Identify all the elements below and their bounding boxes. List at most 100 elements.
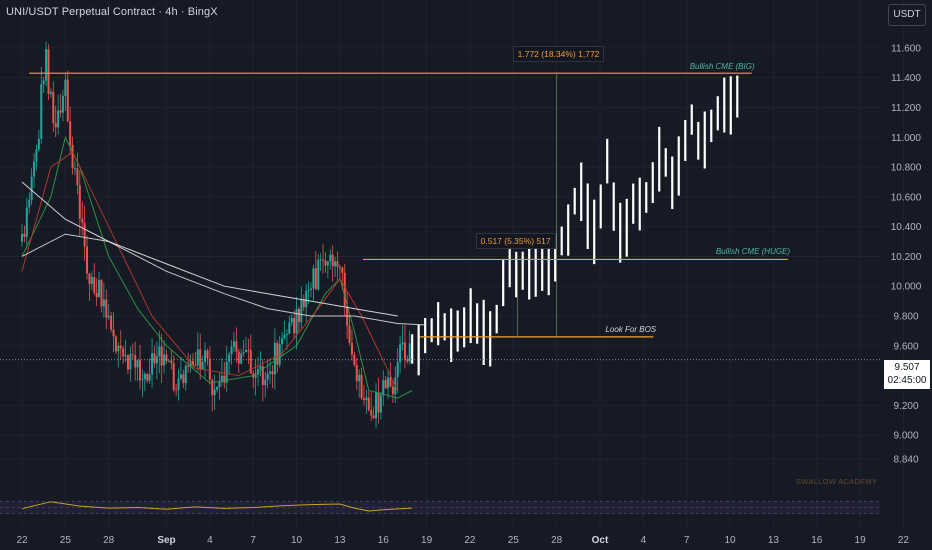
candle — [302, 299, 305, 308]
y-tick-label: 10.800 — [891, 163, 922, 174]
candle — [261, 366, 264, 386]
candle — [112, 329, 115, 337]
candle — [208, 358, 211, 380]
candle — [403, 342, 406, 360]
watermark-text: SWALLOW ACADEMY — [796, 477, 878, 486]
candle — [391, 386, 394, 395]
candle — [317, 260, 320, 290]
candle — [114, 336, 117, 352]
last-price-tag: 9.507 02:45:00 — [884, 360, 930, 389]
candle — [93, 277, 96, 293]
rsi-line — [21, 501, 413, 512]
y-tick-label: 11.600 — [891, 43, 921, 54]
candle — [98, 279, 101, 298]
x-tick-label: 7 — [684, 535, 690, 546]
candle — [264, 379, 267, 386]
candle — [269, 371, 272, 374]
candle — [42, 80, 45, 85]
bullish-cme-big-label: Bullish CME (BIG) — [689, 62, 755, 72]
candle — [35, 149, 38, 162]
currency-button[interactable]: USDT — [888, 4, 926, 26]
candle — [206, 350, 209, 359]
candle — [146, 373, 149, 381]
x-tick-label: 10 — [724, 535, 736, 546]
candle — [76, 168, 79, 186]
candle — [223, 375, 226, 383]
y-tick-label: 8.840 — [893, 455, 918, 466]
candle — [266, 373, 269, 380]
candle — [52, 91, 55, 123]
candle — [387, 377, 390, 389]
candle — [139, 360, 142, 381]
candle — [358, 374, 361, 382]
x-tick-label: 22 — [898, 535, 910, 546]
symbol-title: UNI/USDT Perpetual Contract · 4h · BingX — [6, 6, 218, 18]
candle — [324, 260, 327, 266]
candle — [240, 353, 243, 364]
projection-bars — [411, 75, 739, 376]
candle — [199, 349, 202, 370]
y-tick-label: 11.000 — [891, 133, 921, 144]
bar-countdown: 02:45:00 — [887, 375, 927, 386]
candle — [189, 360, 192, 367]
candle — [254, 374, 257, 378]
candle — [216, 387, 219, 390]
candle — [158, 346, 161, 357]
x-tick-label: 7 — [250, 535, 256, 546]
moving-average-mid — [21, 151, 399, 391]
candle — [57, 110, 60, 128]
candle — [175, 389, 178, 391]
x-tick-label: 28 — [103, 535, 115, 546]
candle — [237, 351, 240, 364]
candle — [235, 341, 238, 352]
candle — [33, 161, 36, 177]
huge-target-measure-label: 0.517 (5.35%) 517 — [475, 233, 556, 250]
y-tick-label: 9.600 — [893, 341, 918, 352]
candle — [170, 360, 173, 364]
candle — [281, 338, 284, 345]
candle — [21, 233, 23, 242]
candle — [95, 292, 98, 298]
candle — [167, 360, 170, 362]
candle — [117, 345, 120, 352]
candle — [110, 315, 113, 330]
candle — [54, 122, 57, 128]
candle — [23, 233, 26, 237]
candle — [295, 308, 298, 334]
look-for-bos-label: Look For BOS — [605, 324, 657, 334]
candle — [285, 333, 288, 335]
candle — [153, 353, 156, 364]
x-tick-label: 10 — [291, 535, 303, 546]
candle — [66, 79, 69, 122]
candle — [355, 364, 358, 382]
candle — [293, 317, 296, 334]
candle — [45, 49, 48, 81]
candle — [73, 168, 76, 170]
candle — [249, 350, 252, 374]
x-tick-label: 13 — [334, 535, 346, 546]
x-tick-label: 19 — [855, 535, 867, 546]
candle — [148, 374, 151, 381]
candle — [389, 377, 392, 387]
candle — [184, 365, 187, 384]
moving-average-slower — [21, 181, 398, 317]
candle — [81, 218, 84, 223]
candle — [329, 254, 332, 262]
candle — [71, 144, 74, 169]
candle — [59, 110, 62, 113]
candle — [102, 299, 105, 307]
x-tick-label: Oct — [592, 535, 609, 546]
candle — [122, 348, 125, 357]
bullish-cme-huge-label: Bullish CME (HUGE) — [715, 247, 791, 257]
y-tick-label: 9.800 — [893, 312, 918, 323]
candle — [230, 346, 233, 355]
candle — [107, 315, 110, 318]
candle — [310, 288, 312, 290]
candle — [290, 317, 293, 323]
y-tick-label: 11.200 — [891, 103, 921, 114]
candle — [350, 342, 353, 355]
candle — [179, 374, 182, 379]
candle — [83, 222, 86, 247]
candle — [49, 91, 52, 94]
